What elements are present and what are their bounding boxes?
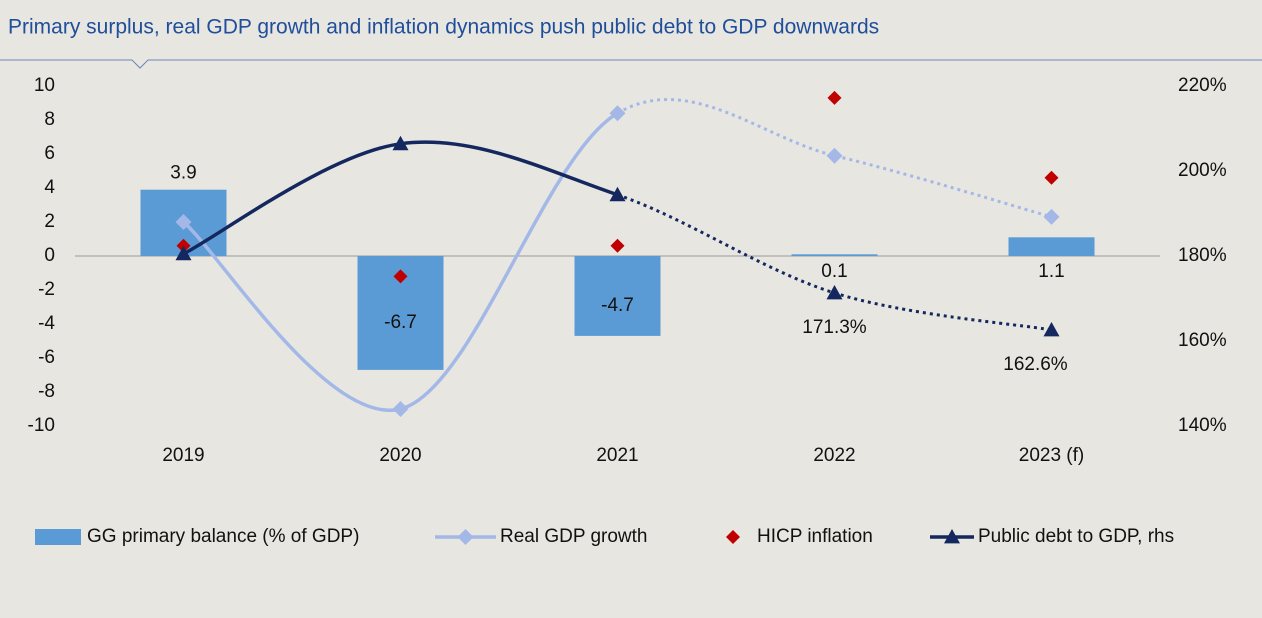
y-tick-label: 6: [44, 143, 55, 164]
legend-swatch: [726, 530, 740, 544]
hicp-marker: [176, 238, 191, 253]
bar: [1008, 237, 1095, 256]
y-tick-label: -6: [38, 347, 55, 368]
x-tick-label: 2019: [162, 445, 204, 466]
line-marker: [1043, 321, 1060, 337]
line-marker: [392, 135, 409, 151]
bar-label: 0.1: [821, 261, 847, 282]
line-marker: [392, 401, 409, 417]
x-tick-label: 2022: [813, 445, 855, 466]
y2-tick-label: 220%: [1178, 75, 1227, 96]
bar-label: -4.7: [601, 295, 634, 316]
line-marker: [1043, 208, 1060, 225]
y-tick-label: 4: [44, 177, 55, 198]
bar: [574, 256, 661, 336]
line-label: 162.6%: [1003, 354, 1068, 375]
y2-tick-label: 180%: [1178, 245, 1227, 266]
x-tick-label: 2021: [596, 445, 638, 466]
y-tick-label: -10: [28, 415, 55, 436]
hicp-marker: [393, 269, 408, 284]
y-tick-label: 2: [44, 211, 55, 232]
legend-swatch: [35, 529, 81, 545]
y2-tick-label: 160%: [1178, 330, 1227, 351]
y-tick-label: -8: [38, 381, 55, 402]
line-marker: [826, 147, 843, 164]
hicp-marker: [610, 238, 625, 253]
bar-label: -6.7: [384, 312, 417, 333]
y-tick-label: 8: [44, 109, 55, 130]
line-marker: [826, 284, 843, 300]
legend-swatch: [457, 529, 474, 545]
y-tick-label: -4: [38, 313, 55, 334]
legend-label: GG primary balance (% of GDP): [87, 526, 359, 547]
line-marker: [609, 186, 626, 202]
y-tick-label: 0: [44, 245, 55, 266]
chart-title: Primary surplus, real GDP growth and inf…: [8, 16, 879, 39]
x-tick-label: 2023 (f): [1019, 445, 1084, 466]
hicp-marker: [1044, 170, 1059, 185]
line-marker: [609, 105, 626, 122]
bar-label: 3.9: [170, 163, 196, 184]
hicp-marker: [827, 90, 842, 105]
y-tick-label: -2: [38, 279, 55, 300]
line-marker: [175, 245, 192, 261]
x-tick-label: 2020: [379, 445, 421, 466]
legend-label: Real GDP growth: [500, 526, 648, 547]
line-label: 171.3%: [802, 317, 867, 338]
y-tick-label: 10: [34, 75, 55, 96]
legend-swatch: [944, 529, 960, 544]
y2-tick-label: 200%: [1178, 160, 1227, 181]
legend-label: HICP inflation: [757, 526, 873, 547]
y2-tick-label: 140%: [1178, 415, 1227, 436]
title-rule: [0, 59, 1262, 69]
bar: [791, 254, 878, 256]
line-marker: [175, 214, 192, 230]
legend-label: Public debt to GDP, rhs: [978, 526, 1174, 547]
bar-label: 1.1: [1038, 261, 1064, 282]
